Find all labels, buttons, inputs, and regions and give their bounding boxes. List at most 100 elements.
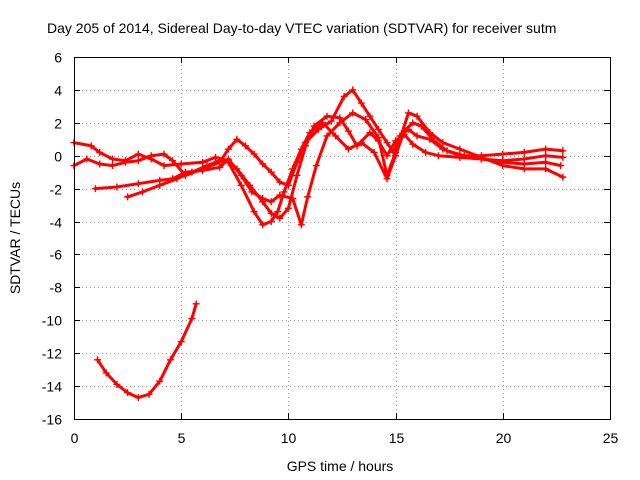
data-point [344,127,352,135]
data-point [248,188,256,196]
y-tick-label: 2 [54,116,62,132]
data-point [319,119,327,127]
x-tick-label: 25 [603,430,619,446]
data-point [203,162,211,170]
data-point [559,173,567,181]
data-point [434,152,442,160]
data-point [430,137,438,145]
y-tick-label: 0 [54,149,62,165]
data-point [113,183,121,191]
data-point [121,158,129,166]
data-point [477,155,485,163]
data-point [250,208,258,216]
axis-ticks [74,57,611,420]
data-point [312,162,320,170]
data-point [242,142,250,150]
data-point [134,157,142,165]
data-point [113,380,121,388]
data-point [124,193,132,201]
data-point [267,198,275,206]
y-tick-label: -12 [42,346,62,362]
data-point [124,389,132,397]
data-point [306,129,314,137]
data-point [259,195,267,203]
data-point [274,208,282,216]
data-point [166,356,174,364]
x-tick-label: 15 [389,430,405,446]
data-point [349,109,357,117]
data-point [357,99,365,107]
data-point [91,185,99,193]
data-point [94,356,102,364]
data-point [87,142,95,150]
data-point [413,132,421,140]
data-point [443,147,451,155]
data-point [267,218,275,226]
data-point [422,148,430,156]
data-point [96,148,104,156]
grid-lines [74,57,610,419]
data-point [297,145,305,153]
data-point [169,157,177,165]
plot-frame [74,57,611,420]
data-point [188,168,196,176]
data-point [134,180,142,188]
y-tick-label: -6 [50,247,63,263]
data-point [259,160,267,168]
data-point [323,112,331,120]
y-tick-label: 6 [54,50,62,66]
y-axis-label: SDTVAR / TECUs [7,182,23,294]
data-point [297,221,305,229]
data-point [199,158,207,166]
data-point [404,109,412,117]
data-point [267,209,275,217]
data-point [374,125,382,133]
data-point [383,139,391,147]
data-point [134,150,142,158]
series-track-e [94,300,200,402]
x-tick-labels: 0 5 10 15 20 25 [71,430,619,446]
data-point [383,175,391,183]
data-point [147,152,155,160]
data-point [520,160,528,168]
series-track-d [124,119,565,229]
data-point [160,150,168,158]
data-point [323,132,331,140]
chart-title: Day 205 of 2014, Sidereal Day-to-day VTE… [47,20,556,36]
data-point [177,338,185,346]
data-point [332,132,340,140]
data-series [70,86,567,402]
data-point [293,171,301,179]
data-point [559,153,567,161]
y-tick-label: -14 [42,379,62,395]
x-tick-label: 0 [71,430,79,446]
data-point [456,145,464,153]
data-point [160,162,168,170]
data-point [109,155,117,163]
data-point [145,390,153,398]
data-point [250,150,258,158]
x-tick-label: 10 [281,430,297,446]
data-point [409,140,417,148]
data-point [216,157,224,165]
y-tick-label: 4 [54,83,62,99]
data-point [417,122,425,130]
data-point [192,300,200,308]
y-tick-label: -16 [42,412,62,428]
series-line [72,88,565,187]
y-tick-label: -2 [50,182,63,198]
data-point [542,158,550,166]
data-point [109,162,117,170]
data-point [276,178,284,186]
data-point [289,165,297,173]
data-point [188,315,196,323]
data-point [542,165,550,173]
y-tick-label: -4 [50,215,63,231]
data-point [267,168,275,176]
data-point [327,117,335,125]
data-point [383,152,391,160]
data-point [96,160,104,168]
data-point [499,158,507,166]
data-point [289,195,297,203]
